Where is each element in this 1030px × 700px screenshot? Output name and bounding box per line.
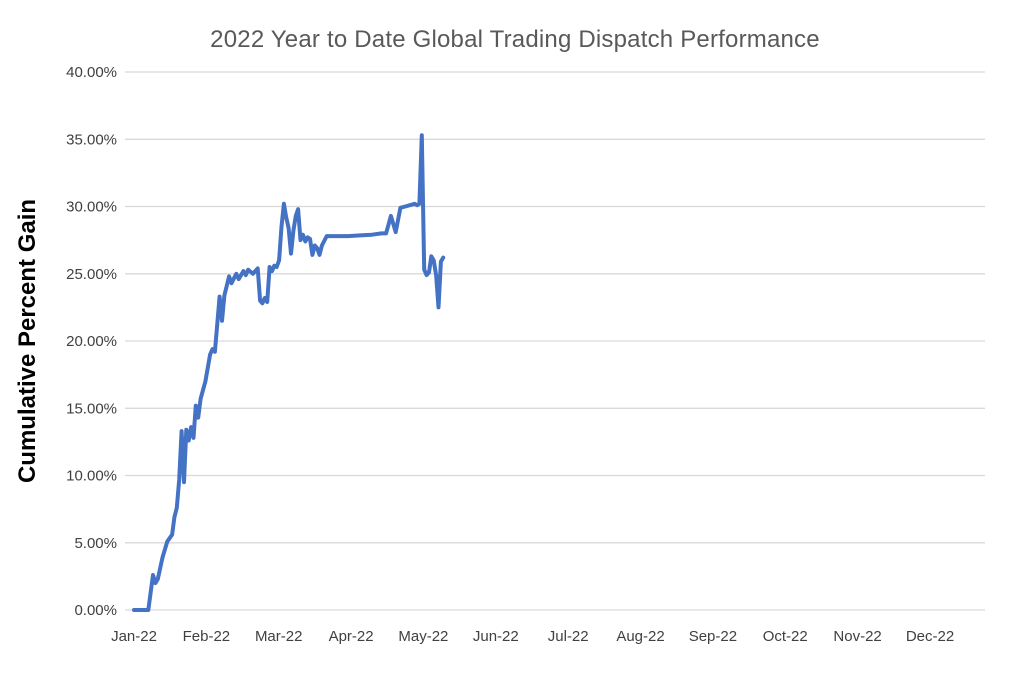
y-axis-tick-label: 25.00% xyxy=(66,266,117,283)
x-axis-tick-label: Nov-22 xyxy=(833,628,881,645)
y-axis-tick-label: 5.00% xyxy=(74,535,117,552)
y-axis-tick-label: 0.00% xyxy=(74,602,117,619)
chart-title: 2022 Year to Date Global Trading Dispatc… xyxy=(210,26,820,53)
x-axis-tick-label: Jun-22 xyxy=(473,628,519,645)
y-axis-tick-label: 30.00% xyxy=(66,199,117,216)
x-axis-tick-label: Aug-22 xyxy=(616,628,664,645)
x-axis-tick-label: May-22 xyxy=(398,628,448,645)
y-axis-tick-label: 20.00% xyxy=(66,333,117,350)
x-axis-tick-label: Jul-22 xyxy=(548,628,589,645)
x-axis-tick-label: Feb-22 xyxy=(183,628,231,645)
x-axis-tick-label: Mar-22 xyxy=(255,628,303,645)
y-axis-tick-label: 35.00% xyxy=(66,131,117,148)
performance-line xyxy=(132,133,446,612)
y-axis-tick-label: 15.00% xyxy=(66,400,117,417)
x-axis-tick-label: Oct-22 xyxy=(763,628,808,645)
x-axis-tick-label: Sep-22 xyxy=(689,628,737,645)
y-axis-tick-label: 10.00% xyxy=(66,468,117,485)
x-axis-tick-label: Jan-22 xyxy=(111,628,157,645)
y-axis-tick-label: 40.00% xyxy=(66,64,117,81)
x-axis-tick-label: Dec-22 xyxy=(906,628,954,645)
x-axis-tick-label: Apr-22 xyxy=(329,628,374,645)
